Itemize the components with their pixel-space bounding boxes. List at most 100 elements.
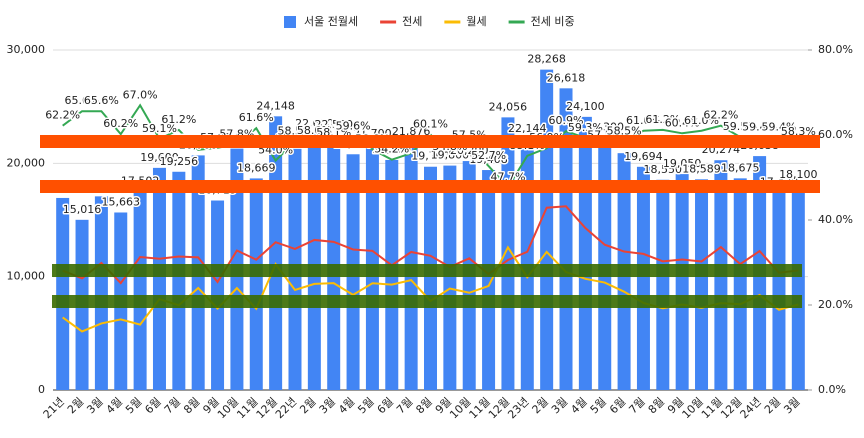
y-tick-label: 30,000 bbox=[7, 43, 46, 56]
data-label: 24,148 bbox=[256, 99, 295, 112]
data-label: 59.4% bbox=[761, 121, 796, 134]
data-label: 18,589 bbox=[682, 162, 721, 175]
bar bbox=[656, 179, 670, 390]
legend-label: 서울 전월세 bbox=[304, 15, 358, 28]
data-label: 62.2% bbox=[703, 109, 738, 122]
data-label: 62.2% bbox=[45, 109, 80, 122]
legend: 서울 전월세 전세 월세 전세 비중 bbox=[284, 15, 575, 28]
bar bbox=[172, 171, 186, 390]
data-label: 22,300 bbox=[585, 120, 624, 133]
y-tick-label: 10,000 bbox=[7, 270, 46, 283]
x-tick-label: 2월 bbox=[762, 395, 783, 416]
data-label: 65.6% bbox=[65, 94, 100, 107]
data-label: 18,669 bbox=[237, 161, 276, 174]
data-label: 59.6% bbox=[336, 120, 371, 133]
data-label: 59.4% bbox=[742, 121, 777, 134]
x-tick-label: 5월 bbox=[123, 395, 144, 416]
data-label: 60.1% bbox=[413, 118, 448, 131]
data-label: 61.2% bbox=[161, 113, 196, 126]
data-label: 59.1% bbox=[142, 122, 177, 135]
x-tick-label: 6월 bbox=[375, 395, 396, 416]
y2-tick-label: 0.0% bbox=[818, 383, 846, 396]
bar bbox=[695, 179, 709, 390]
highlight-overlay bbox=[40, 135, 820, 308]
legend-label: 월세 bbox=[466, 15, 486, 28]
data-label: 67.0% bbox=[123, 88, 158, 101]
legend-swatch bbox=[284, 16, 296, 28]
bar bbox=[791, 184, 805, 390]
x-tick-label: 2월 bbox=[530, 395, 551, 416]
line bbox=[62, 205, 799, 285]
bar bbox=[443, 165, 457, 390]
x-tick-label: 4월 bbox=[568, 395, 589, 416]
x-tick-label: 2월 bbox=[65, 395, 86, 416]
data-label: 61.0% bbox=[626, 114, 661, 127]
data-label: 18,550 bbox=[644, 163, 683, 176]
bar bbox=[424, 166, 437, 390]
y-tick-label: 0 bbox=[38, 383, 45, 396]
bar bbox=[133, 191, 147, 390]
data-label: 24,056 bbox=[489, 100, 528, 113]
data-label: 61.0% bbox=[684, 114, 719, 127]
bar bbox=[772, 192, 786, 390]
data-label: 60.4% bbox=[665, 116, 700, 129]
y2-tick-label: 20.0% bbox=[818, 298, 853, 311]
data-label: 61.2% bbox=[645, 113, 680, 126]
data-label: 60.9% bbox=[549, 114, 584, 127]
bar bbox=[249, 178, 263, 390]
highlight-band bbox=[40, 135, 820, 148]
data-label: 28,268 bbox=[527, 53, 566, 66]
bar bbox=[675, 174, 689, 390]
x-tick-label: 24년 bbox=[738, 395, 764, 421]
data-label: 18,675 bbox=[721, 161, 760, 174]
data-label: 19,700 bbox=[411, 150, 450, 163]
data-label: 19,050 bbox=[663, 157, 702, 170]
bar bbox=[598, 137, 612, 390]
x-tick-label: 3월 bbox=[317, 395, 338, 416]
y2-tick-label: 60.0% bbox=[818, 128, 853, 141]
data-label: 19,694 bbox=[624, 150, 663, 163]
x-tick-label: 4월 bbox=[104, 395, 125, 416]
bar bbox=[56, 197, 70, 390]
x-tick-label: 8월 bbox=[646, 395, 667, 416]
legend-label: 전세 bbox=[402, 15, 422, 28]
y-tick-label: 20,000 bbox=[7, 156, 46, 169]
data-label: 15,016 bbox=[63, 203, 102, 216]
x-tick-label: 4월 bbox=[336, 395, 357, 416]
data-label: 61.6% bbox=[239, 111, 274, 124]
x-tick-label: 21년 bbox=[41, 395, 67, 421]
x-tick-label: 7월 bbox=[394, 395, 415, 416]
data-label: 19,800 bbox=[431, 149, 470, 162]
x-tick-label: 3월 bbox=[781, 395, 802, 416]
bar bbox=[94, 196, 108, 390]
bar bbox=[482, 170, 496, 390]
x-tick-label: 2월 bbox=[297, 395, 318, 416]
y2-tick-label: 40.0% bbox=[818, 213, 853, 226]
x-tick-label: 7월 bbox=[162, 395, 183, 416]
x-tick-label: 8월 bbox=[181, 395, 202, 416]
bar bbox=[307, 133, 321, 390]
data-label: 52.7% bbox=[471, 149, 506, 162]
data-label: 58.6% bbox=[297, 124, 332, 137]
bar bbox=[733, 178, 747, 390]
data-label: 59.3% bbox=[568, 121, 603, 134]
legend-label: 전세 비중 bbox=[531, 15, 575, 28]
x-tick-label: 8월 bbox=[413, 395, 434, 416]
data-label: 58.5% bbox=[278, 124, 313, 137]
x-tick-label: 6월 bbox=[607, 395, 628, 416]
highlight-band bbox=[52, 264, 802, 277]
data-label: 22,600 bbox=[295, 117, 334, 130]
bar bbox=[559, 88, 573, 390]
data-label: 24,100 bbox=[566, 100, 605, 113]
bar bbox=[327, 135, 341, 390]
x-tick-label: 3월 bbox=[84, 395, 105, 416]
data-label: 22,144 bbox=[508, 122, 547, 135]
y2-tick-label: 80.0% bbox=[818, 43, 853, 56]
data-label: 65.6% bbox=[84, 94, 119, 107]
data-label: 59.5% bbox=[723, 120, 758, 133]
x-tick-label: 3월 bbox=[549, 395, 570, 416]
x-tick-label: 23년 bbox=[505, 395, 531, 421]
plot-area: 0 10,000 20,000 30,000 0.0% 20.0% 40.0% 60.0% 80… bbox=[7, 43, 853, 421]
x-tick-label: 5월 bbox=[588, 395, 609, 416]
